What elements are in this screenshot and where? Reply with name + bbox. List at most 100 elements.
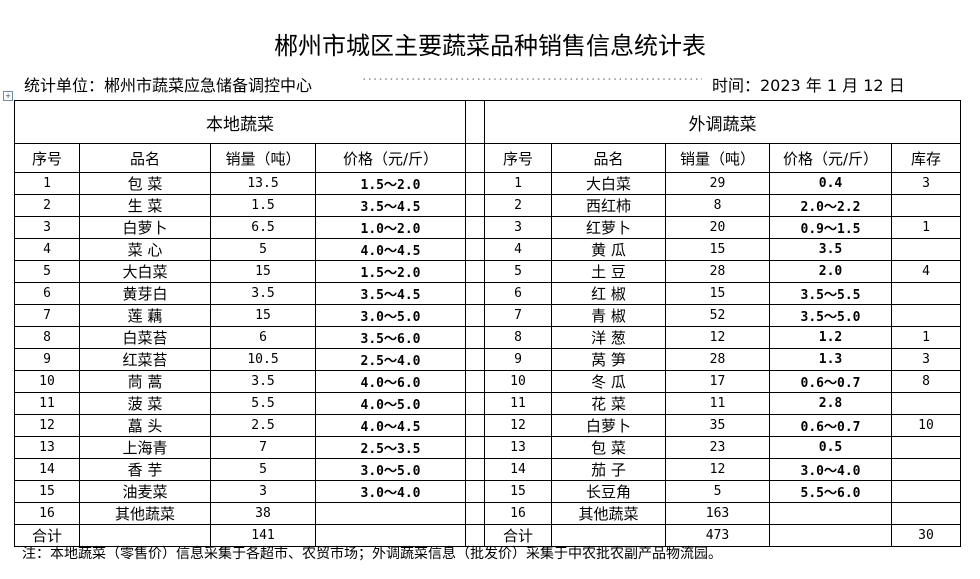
local-sales-cell: 141 [210,524,316,547]
external-seq-cell: 10 [484,370,552,393]
external-price-cell: 1.2 [769,326,892,349]
external-seq-cell: 1 [484,172,552,195]
external-stock-cell [891,238,961,261]
external-group-header: 外调蔬菜 [484,100,961,144]
external-seq-cell: 14 [484,458,552,481]
local-seq-cell: 9 [14,348,80,371]
local-seq-cell: 4 [14,238,80,261]
local-sales-cell: 1.5 [210,194,316,217]
spacer-cell [465,172,485,195]
external-price-cell: 2.8 [769,392,892,415]
external-seq-cell: 6 [484,282,552,305]
table-row: 5 大白菜 15 1.5～2.0 5 土 豆 28 2.0 4 [14,260,961,283]
table-row: 8 白菜苔 6 3.5～6.0 8 洋 葱 12 1.2 1 [14,326,961,349]
external-name-cell: 冬 瓜 [551,370,666,393]
local-seq-cell: 11 [14,392,80,415]
local-group-header: 本地蔬菜 [14,100,466,144]
local-name-cell: 菜 心 [79,238,211,261]
local-seq-cell: 合计 [14,524,80,547]
spacer-cell [465,392,485,415]
external-column-header: 库存 [891,143,961,173]
external-seq-cell: 合计 [484,524,552,547]
external-seq-cell: 13 [484,436,552,459]
spacer-cell [465,436,485,459]
local-column-header: 品名 [79,143,211,173]
local-seq-cell: 16 [14,502,80,525]
local-seq-cell: 7 [14,304,80,327]
spacer-cell [465,260,485,283]
external-sales-cell: 8 [665,194,770,217]
local-sales-cell: 6.5 [210,216,316,239]
local-sales-cell: 6 [210,326,316,349]
external-sales-cell: 52 [665,304,770,327]
external-name-cell: 青 椒 [551,304,666,327]
table-row: 15 油麦菜 3 3.0～4.0 15 长豆角 5 5.5～6.0 [14,480,961,503]
local-seq-cell: 3 [14,216,80,239]
local-price-cell: 2.5～4.0 [315,348,466,371]
external-price-cell: 0.4 [769,172,892,195]
external-stock-cell: 30 [891,524,961,547]
spacer-cell [465,326,485,349]
table-row: 10 茼 蒿 3.5 4.0～6.0 10 冬 瓜 17 0.6～0.7 8 [14,370,961,393]
external-price-cell: 3.5 [769,238,892,261]
local-sales-cell: 13.5 [210,172,316,195]
external-price-cell [769,502,892,525]
spacer-cell [465,282,485,305]
local-name-cell: 大白菜 [79,260,211,283]
external-price-cell: 0.6～0.7 [769,414,892,437]
table-move-handle-icon[interactable]: + [3,91,13,101]
external-name-cell: 大白菜 [551,172,666,195]
report-date: 时间：2023 年 1 月 12 日 [712,76,905,95]
local-price-cell: 1.0～2.0 [315,216,466,239]
local-column-header: 序号 [14,143,80,173]
external-stock-cell [891,392,961,415]
external-sales-cell: 15 [665,238,770,261]
external-price-cell: 2.0 [769,260,892,283]
local-name-cell: 藠 头 [79,414,211,437]
table-row: 11 菠 菜 5.5 4.0～5.0 11 花 菜 11 2.8 [14,392,961,415]
local-sales-cell: 3 [210,480,316,503]
external-sales-cell: 12 [665,458,770,481]
local-name-cell: 白萝卜 [79,216,211,239]
external-price-cell: 3.0～4.0 [769,458,892,481]
local-price-cell: 3.5～4.5 [315,194,466,217]
local-sales-cell: 3.5 [210,370,316,393]
local-seq-cell: 12 [14,414,80,437]
external-price-cell: 2.0～2.2 [769,194,892,217]
external-name-cell: 长豆角 [551,480,666,503]
local-name-cell: 香 芋 [79,458,211,481]
spacer-cell [465,100,485,144]
spacer-cell [465,143,485,173]
statistics-unit: 统计单位：郴州市蔬菜应急储备调控中心 [24,76,313,95]
group-header-row: 本地蔬菜 外调蔬菜 [14,100,961,144]
external-seq-cell: 11 [484,392,552,415]
local-name-cell: 莲 藕 [79,304,211,327]
table-row: 13 上海青 7 2.5～3.5 13 包 菜 23 0.5 [14,436,961,459]
spacer-cell [465,238,485,261]
local-name-cell: 菠 菜 [79,392,211,415]
local-seq-cell: 5 [14,260,80,283]
local-price-cell: 2.5～3.5 [315,436,466,459]
table-row: 14 香 芋 5 3.0～5.0 14 茄 子 12 3.0～4.0 [14,458,961,481]
local-name-cell: 红菜苔 [79,348,211,371]
local-name-cell: 其他蔬菜 [79,502,211,525]
local-seq-cell: 2 [14,194,80,217]
external-seq-cell: 4 [484,238,552,261]
external-price-cell: 0.6～0.7 [769,370,892,393]
external-name-cell: 红萝卜 [551,216,666,239]
spacer-cell [465,458,485,481]
table-row: 9 红菜苔 10.5 2.5～4.0 9 莴 笋 28 1.3 3 [14,348,961,371]
external-price-cell: 5.5～6.0 [769,480,892,503]
table-row: 16 其他蔬菜 38 16 其他蔬菜 163 [14,502,961,525]
local-seq-cell: 8 [14,326,80,349]
spacer-cell [465,348,485,371]
page-title: 郴州市城区主要蔬菜品种销售信息统计表 [274,32,706,60]
external-sales-cell: 163 [665,502,770,525]
table-row: 3 白萝卜 6.5 1.0～2.0 3 红萝卜 20 0.9～1.5 1 [14,216,961,239]
external-name-cell: 花 菜 [551,392,666,415]
external-stock-cell [891,480,961,503]
external-sales-cell: 15 [665,282,770,305]
external-stock-cell: 4 [891,260,961,283]
table-row: 12 藠 头 2.5 4.0～4.5 12 白萝卜 35 0.6～0.7 10 [14,414,961,437]
